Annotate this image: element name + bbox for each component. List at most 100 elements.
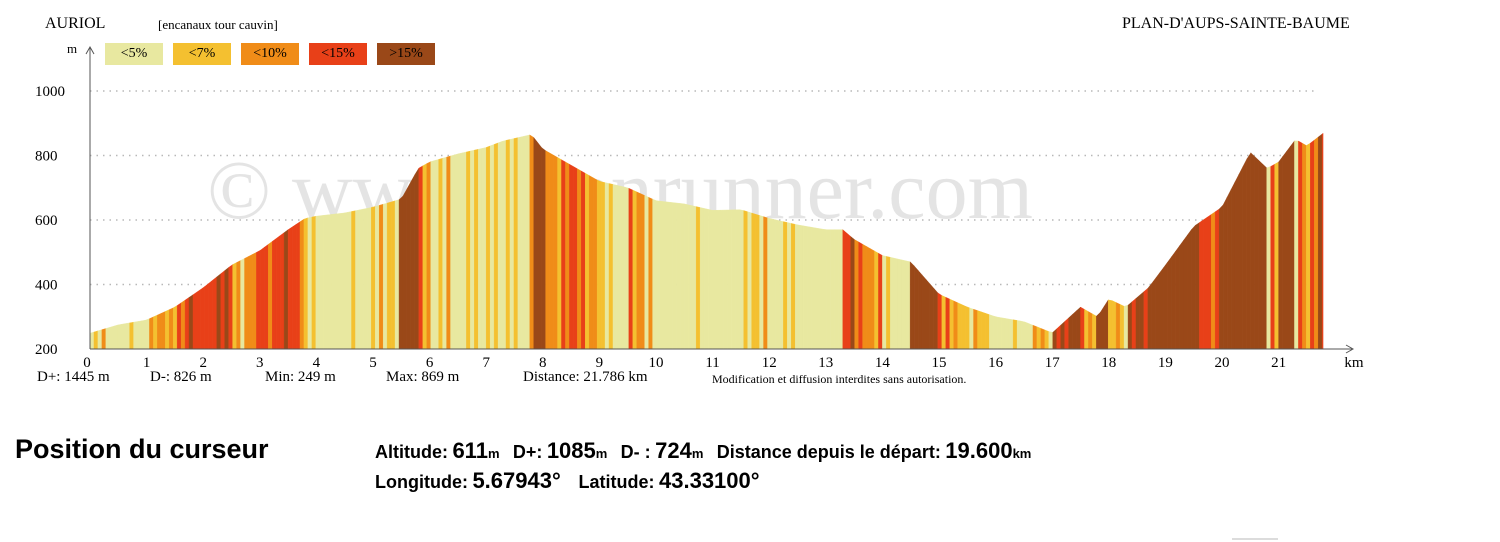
profile-band-66 [351,210,356,350]
profile-band-268 [1151,277,1156,350]
profile-band-130 [604,182,610,350]
profile-band-274 [1175,245,1180,350]
profile-band-175 [783,221,788,350]
profile-band-110 [525,134,530,350]
min-altitude: Min: 249 m [265,369,336,385]
x-tick-label: 12 [762,355,777,371]
profile-band-102 [493,142,499,350]
profile-band-173 [775,219,780,350]
profile-band-184 [818,228,824,350]
profile-band-28 [200,285,206,350]
profile-band-219 [957,302,962,350]
profile-band-17 [157,312,162,350]
profile-band-129 [600,181,606,350]
profile-band-235 [1020,320,1026,350]
profile-band-269 [1155,272,1160,350]
profile-band-89 [442,156,447,350]
profile-band-250 [1080,306,1085,350]
x-tick-label: 18 [1101,355,1116,371]
cursor-dminus-unit: m [691,446,704,461]
profile-band-2 [97,329,103,350]
profile-band-83 [418,165,424,350]
profile-band-220 [961,304,966,350]
profile-band-297 [1266,166,1271,350]
profile-band-302 [1286,145,1291,350]
profile-band-121 [569,163,574,350]
profile-band-253 [1092,313,1097,350]
profile-band-25 [188,294,194,350]
profile-band-296 [1262,163,1267,350]
profile-band-172 [771,218,776,350]
profile-band-231 [1005,318,1010,350]
profile-band-46 [272,238,277,350]
profile-band-67 [355,209,360,350]
profile-band-217 [949,298,954,350]
profile-band-244 [1056,324,1061,350]
profile-band-177 [791,223,796,350]
profile-band-135 [624,186,630,350]
profile-band-171 [767,217,772,350]
profile-band-41 [252,252,257,350]
profile-band-157 [711,209,717,350]
y-tick-label: 400 [35,278,58,294]
profile-band-271 [1163,261,1168,350]
profile-band-126 [589,175,594,350]
profile-band-304 [1294,140,1299,350]
x-tick-label: 4 [313,355,321,371]
profile-band-238 [1032,324,1038,350]
profile-band-260 [1119,304,1125,350]
cursor-title: Position du curseur [15,434,269,464]
x-tick-label: 8 [539,355,547,371]
profile-band-154 [699,207,705,350]
x-tick-label: 20 [1215,355,1230,371]
altitude-unit: m [487,446,500,461]
profile-band-306 [1302,142,1307,350]
longitude-value: 5.67943° [472,468,561,493]
profile-band-34 [224,266,229,350]
profile-band-187 [830,229,836,350]
profile-band-255 [1100,305,1105,350]
profile-band-23 [180,299,186,350]
profile-band-22 [176,302,182,350]
profile-band-189 [838,229,843,350]
profile-band-61 [331,213,336,350]
profile-band-197 [870,248,875,350]
profile-band-42 [256,249,261,350]
profile-band-174 [779,220,784,350]
profile-band-143 [656,200,661,350]
profile-band-190 [842,229,847,350]
profile-band-75 [386,201,392,350]
profile-band-117 [553,154,558,350]
profile-band-212 [929,283,935,350]
profile-band-92 [454,153,459,350]
profile-band-5 [109,325,114,350]
longitude-label: Longitude: [375,472,468,492]
profile-band-266 [1143,287,1149,350]
profile-band-125 [585,172,590,350]
profile-band-186 [826,229,832,350]
profile-band-58 [319,215,324,350]
profile-band-24 [184,297,190,350]
profile-band-103 [497,141,503,350]
profile-band-50 [287,226,293,350]
profile-band-13 [141,319,146,350]
x-tick-label: 16 [988,355,1004,371]
profile-band-289 [1234,174,1240,350]
profile-band-205 [902,259,907,350]
profile-band-82 [414,167,420,350]
cursor-dplus-unit: m [595,446,608,461]
profile-band-252 [1088,311,1093,350]
cursor-line-2: Longitude: 5.67943° Latitude: 43.33100° [375,468,760,494]
profile-band-196 [866,246,871,350]
x-tick-label: 0 [83,355,91,371]
x-tick-label: 14 [875,355,891,371]
profile-band-153 [695,206,701,350]
profile-band-195 [862,243,867,350]
y-tick-label: 600 [35,213,58,229]
profile-band-227 [989,314,994,350]
y-tick-label: 1000 [35,84,65,100]
x-tick-label: 10 [649,355,664,371]
profile-band-139 [640,193,645,350]
profile-band-170 [763,216,768,350]
